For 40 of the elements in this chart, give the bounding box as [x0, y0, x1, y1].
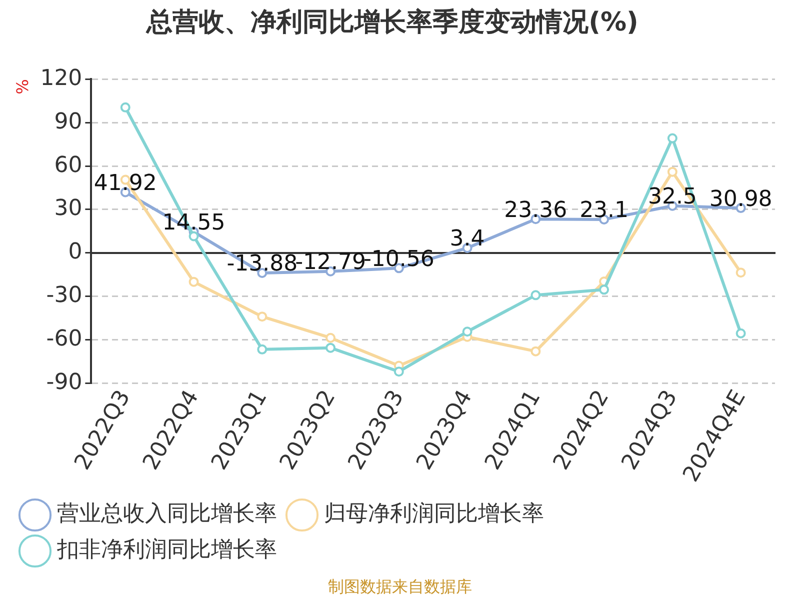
data-label: 32.5 [648, 184, 697, 210]
point [599, 284, 610, 295]
point [257, 344, 268, 354]
data-label: 41.92 [94, 170, 157, 196]
point [530, 346, 541, 356]
point [188, 276, 199, 287]
y-tick-label: 30 [54, 196, 82, 222]
data-label: -10.56 [363, 246, 434, 272]
data-label: 23.1 [580, 198, 629, 224]
y-tick-label: -90 [46, 370, 82, 395]
legend-label: 扣非净利润同比增长率 [56, 538, 277, 563]
point [667, 133, 678, 144]
y-tick-label: 60 [54, 152, 82, 178]
text: 制图数据来自数据库 [328, 577, 472, 596]
legend-label: 营业总收入同比增长率 [57, 502, 277, 527]
y-axis-title: % [12, 79, 32, 94]
point [462, 326, 472, 337]
point [736, 268, 746, 278]
chart-title: 总营收、净利同比增长率季度变动情况(%) [146, 7, 638, 38]
data-label: -12.79 [295, 250, 366, 276]
y-tick-label: 120 [40, 66, 82, 91]
y-tick-label: 90 [54, 109, 82, 134]
legend-label: 归母净利润同比增长率 [324, 502, 544, 527]
data-label: 30.98 [709, 186, 772, 212]
y-tick-label: -30 [46, 283, 82, 308]
point [667, 166, 678, 177]
y-tick-label: 0 [68, 240, 82, 265]
data-label: 14.55 [162, 210, 226, 236]
y-tick-label: -60 [46, 326, 82, 352]
point [736, 328, 746, 338]
point [257, 312, 268, 322]
data-label: -13.88 [226, 252, 298, 277]
point [188, 231, 199, 242]
point [326, 342, 336, 353]
data-label: 23.36 [504, 198, 568, 223]
point [120, 102, 130, 112]
point [326, 332, 336, 343]
point [530, 290, 541, 300]
point [394, 366, 404, 377]
data-label: 3.4 [450, 226, 485, 252]
